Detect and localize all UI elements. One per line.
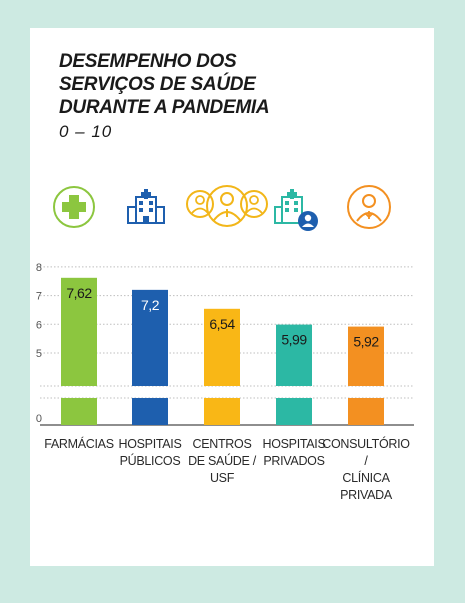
category-label: CONSULTÓRIO / CLÍNICA PRIVADA — [322, 437, 410, 502]
category-label: FARMÁCIAS — [44, 437, 114, 451]
private-hospital-icon — [274, 189, 318, 231]
chart-subtitle: 0 – 10 — [59, 122, 113, 141]
y-tick-label: 7 — [36, 291, 42, 303]
y-tick-label: 5 — [36, 348, 42, 360]
category-label: HOSPITAIS PRIVADOS — [262, 437, 326, 468]
bar — [348, 326, 384, 386]
bar — [132, 289, 168, 386]
bar-value-label: 5,92 — [353, 334, 379, 350]
bar — [276, 324, 312, 386]
category-label: HOSPITAIS PÚBLICOS — [118, 437, 182, 468]
bar-base — [132, 398, 168, 425]
bar-base — [61, 398, 97, 425]
bar-base — [276, 398, 312, 425]
category-label: CENTROS DE SAÚDE / USF — [188, 437, 256, 485]
bar-value-label: 5,99 — [281, 332, 307, 348]
bar-value-label: 6,54 — [209, 316, 235, 332]
bar-value-label: 7,62 — [66, 285, 92, 301]
public-hospital-icon — [127, 189, 165, 224]
bar-base — [204, 398, 240, 425]
bar — [204, 308, 240, 386]
y-tick-label: 6 — [36, 319, 42, 331]
y-tick-label: 8 — [36, 262, 42, 274]
bar-base — [348, 398, 384, 425]
health-center-team-icon — [186, 185, 268, 227]
bar-value-label: 7,2 — [141, 297, 160, 313]
y-tick-label: 0 — [36, 413, 42, 425]
pharmacy-cross-icon — [53, 186, 95, 228]
doctor-icon — [347, 185, 391, 229]
bar — [61, 277, 97, 386]
chart-title: DESEMPENHO DOS SERVIÇOS DE SAÚDE DURANTE… — [59, 51, 270, 118]
chart-card: DESEMPENHO DOS SERVIÇOS DE SAÚDE DURANTE… — [30, 28, 434, 566]
